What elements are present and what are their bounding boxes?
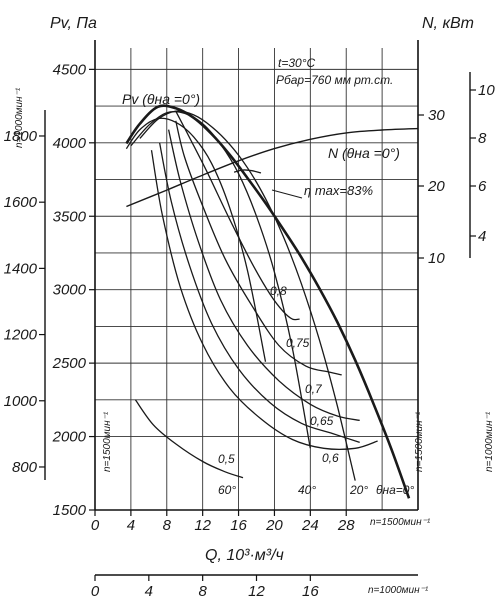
- efficiency-contour: [175, 120, 342, 376]
- efficiency-label-065: 0,65: [310, 414, 334, 428]
- x-tick-label-1500: 0: [91, 517, 100, 534]
- x-tick-label-1000: 16: [302, 583, 319, 600]
- y-tick-label-1000: 1400: [4, 260, 38, 277]
- left-speed-label-1500: n=1500мин⁻¹: [102, 411, 113, 472]
- x-tick-label-1000: 0: [91, 583, 100, 600]
- efficiency-contour: [167, 129, 360, 422]
- y-tick-label-1500: 3500: [53, 208, 87, 225]
- x-tick-label-1000: 4: [145, 583, 153, 600]
- pressure-axis-title: Pv, Па: [50, 15, 97, 32]
- x-tick-label-1000: 12: [248, 583, 265, 600]
- x-tick-label-1500: 4: [127, 517, 135, 534]
- efficiency-contour: [134, 399, 244, 479]
- efficiency-label-05: 0,5: [218, 452, 235, 466]
- y-tick-label-1000: 1600: [4, 194, 38, 211]
- eta-max-leader: [271, 189, 303, 199]
- power-curve: [126, 127, 419, 208]
- efficiency-contour: [175, 110, 300, 321]
- y-tick-label-1000: 1800: [4, 128, 38, 145]
- power-tick-label-1500: 30: [428, 107, 445, 124]
- x-tick-label-1500: 24: [301, 517, 319, 534]
- angle-label-0: θна=0°: [376, 483, 414, 497]
- efficiency-label-075: 0,75: [286, 336, 310, 350]
- power-tick-label-1000: 6: [478, 178, 487, 195]
- temperature-note: t=30°C: [278, 56, 315, 70]
- y-tick-label-1000: 1000: [4, 393, 38, 410]
- power-tick-label-1000: 10: [478, 82, 495, 99]
- power-axis-title: N, кВт: [422, 15, 474, 32]
- y-tick-label-1500: 4500: [53, 61, 87, 78]
- x-tick-label-1000: 8: [198, 583, 207, 600]
- power-tick-label-1500: 10: [428, 250, 445, 267]
- x-tick-label-1500: 16: [230, 517, 247, 534]
- blade-angle-curve: [125, 117, 267, 362]
- right-speed-label-1000: n=1000мин⁻¹: [484, 411, 495, 472]
- x-tick-label-1500: 20: [265, 517, 283, 534]
- pv-curve: [125, 104, 411, 499]
- power-tick-label-1000: 4: [478, 228, 486, 245]
- angle-label-60: 60°: [218, 483, 236, 497]
- angle-label-40: 40°: [298, 483, 316, 497]
- y-tick-label-1500: 4000: [53, 135, 87, 152]
- power-curve-label: N (θна =0°): [328, 145, 400, 161]
- right-speed-label-1500: n=1500мин⁻¹: [414, 411, 425, 472]
- y-tick-label-1500: 2500: [52, 355, 87, 372]
- efficiency-contour: [150, 150, 378, 450]
- blade-angle-curve: [130, 110, 311, 449]
- barometric-note: Pбар=760 мм рт.ст.: [276, 73, 393, 87]
- y-tick-label-1000: 800: [12, 459, 38, 476]
- y-tick-label-1500: 1500: [53, 502, 87, 519]
- curves: [125, 104, 419, 499]
- x-speed-label-1500: n=1500мин⁻¹: [370, 517, 431, 528]
- x-axis-title: Q, 10³·м³/ч: [205, 547, 284, 564]
- efficiency-label-08: 0,8: [270, 284, 287, 298]
- efficiency-label-06: 0,6: [322, 451, 339, 465]
- efficiency-label-07: 0,7: [305, 382, 323, 396]
- pv-curve-label: Pv (θна =0°): [122, 91, 200, 107]
- x-tick-label-1500: 8: [163, 517, 172, 534]
- left-speed-label-1000: n=1000мин⁻¹: [14, 87, 25, 148]
- efficiency-contour: [158, 142, 360, 444]
- x-tick-label-1500: 12: [194, 517, 211, 534]
- y-tick-label-1000: 1200: [4, 327, 38, 344]
- y-tick-label-1500: 3000: [53, 282, 87, 299]
- x-speed-label-1000: n=1000мин⁻¹: [368, 585, 429, 596]
- x-tick-label-1500: 28: [337, 517, 355, 534]
- axes: 0 4 8 12 16 20 24 28 0 4 8 12 16 1500 2000 2500 3000 3500…: [4, 40, 495, 600]
- power-tick-label-1000: 8: [478, 130, 487, 147]
- power-tick-label-1500: 20: [427, 178, 445, 195]
- grid: [94, 48, 419, 511]
- y-tick-label-1500: 2000: [52, 429, 87, 446]
- angle-label-20: 20°: [349, 483, 368, 497]
- eta-max-label: η max=83%: [304, 183, 373, 198]
- eta-max-contour: [233, 169, 262, 174]
